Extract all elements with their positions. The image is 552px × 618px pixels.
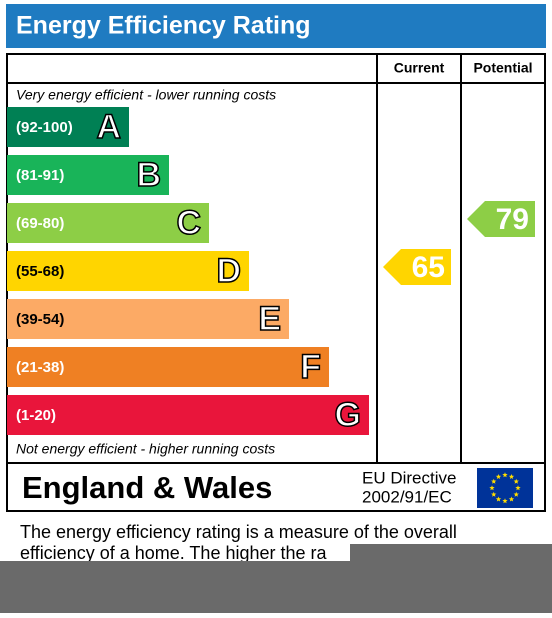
rating-band [7, 395, 369, 435]
eu-star [513, 478, 519, 484]
band-range: (92-100) [16, 119, 73, 136]
rating-value: 65 [412, 251, 445, 284]
band-letter: F [300, 348, 321, 386]
rating-band [7, 155, 169, 195]
band-letter: A [96, 108, 121, 146]
region: England & Wales [22, 470, 272, 505]
rating-band [7, 107, 129, 147]
eu-star [491, 491, 497, 497]
rating-band [7, 251, 249, 291]
title-bar [6, 4, 546, 48]
band-letter: C [176, 204, 201, 242]
eu-star [513, 491, 519, 497]
band-range: (55-68) [16, 263, 64, 280]
band-letter: B [136, 156, 161, 194]
title: Energy Efficiency Rating [16, 12, 311, 40]
eu-stars [489, 472, 521, 504]
header-current: Current [394, 60, 445, 76]
band-range: (21-38) [16, 359, 64, 376]
description: The energy efficiency rating is a measur… [20, 522, 457, 542]
eu-star [508, 473, 515, 480]
band-range: (69-80) [16, 215, 64, 232]
eu-star [495, 473, 502, 480]
header-potential: Potential [473, 60, 532, 76]
obscured-area [0, 561, 552, 613]
eu-star [515, 485, 521, 491]
eu-star [502, 498, 508, 504]
rating-band [7, 203, 209, 243]
band-range: (39-54) [16, 311, 64, 328]
band-letter: D [216, 252, 241, 290]
eu-star [508, 496, 515, 502]
obscured-area [350, 544, 552, 562]
band-range: (1-20) [16, 407, 56, 424]
rating-arrow [467, 201, 535, 237]
top-note: Very energy efficient - lower running co… [16, 87, 276, 103]
bottom-note: Not energy efficient - higher running co… [16, 441, 275, 457]
eu-star [502, 472, 508, 478]
directive: 2002/91/EC [362, 487, 452, 506]
eu-star [495, 496, 502, 502]
eu-star [491, 478, 497, 484]
band-range: (81-91) [16, 167, 64, 184]
description: efficiency of a home. The higher the ra [20, 543, 328, 563]
band-letter: E [258, 300, 281, 338]
band-letter: G [335, 396, 361, 434]
rating-band [7, 347, 329, 387]
eu-star [489, 485, 495, 491]
rating-band [7, 299, 289, 339]
rating-arrow [383, 249, 451, 285]
directive: EU Directive [362, 468, 456, 487]
rating-value: 79 [496, 203, 529, 236]
